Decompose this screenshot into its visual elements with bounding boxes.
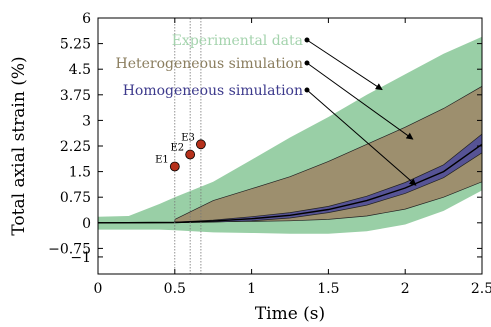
y-tick-label: 3 — [82, 113, 91, 129]
event-marker-e1 — [169, 161, 180, 172]
legend-dot-experimental-data — [304, 37, 310, 43]
x-tick-label: 0 — [94, 281, 103, 297]
x-tick-label: 1.5 — [317, 281, 339, 297]
legend-dot-heterogeneous-simulation — [304, 60, 310, 66]
y-tick-label: 0.75 — [60, 190, 91, 206]
x-tick-label: 2 — [401, 281, 410, 297]
legend-label-homogeneous-simulation: Homogeneous simulation — [123, 83, 303, 99]
y-tick-label: 2.25 — [60, 139, 91, 155]
event-label-e2: E2 — [170, 143, 184, 154]
legend-dot-homogeneous-simulation — [304, 87, 310, 93]
legend-arrow-homogeneous-simulation — [306, 89, 417, 186]
y-tick-label: 4.5 — [69, 62, 91, 78]
y-tick-label: 3.75 — [60, 88, 91, 104]
y-tick-label: 6 — [82, 11, 91, 27]
lines-layer — [98, 18, 482, 274]
event-label-e3: E3 — [181, 132, 195, 143]
legend-label-experimental-data: Experimental data — [172, 33, 303, 49]
event-marker-e3 — [196, 139, 206, 150]
y-tick-label: 0 — [82, 216, 91, 232]
baseline-curve — [98, 143, 482, 224]
y-tick-label: −1 — [70, 250, 91, 266]
y-tick-label: 5.25 — [60, 37, 91, 53]
legend-arrow-experimental-data — [306, 39, 383, 91]
x-tick-label: 0.5 — [164, 281, 186, 297]
y-axis-title: Total axial strain (%) — [9, 56, 29, 235]
event-label-e1: E1 — [155, 154, 169, 165]
y-tick-label: 1.5 — [69, 165, 91, 181]
legend-arrow-heterogeneous-simulation — [306, 62, 414, 140]
axes-layer: −1−0.75 0 0.75 1.5 2.25 3 3.75 4.5 5.25 6 0 0.5 1 1.5… — [48, 11, 491, 297]
y-tick-label: −0.75 — [48, 241, 91, 257]
band-homogeneous-simulation — [98, 133, 482, 224]
x-tick-label: 2.5 — [471, 281, 491, 297]
legend: Experimental data Heterogeneous simulatio… — [116, 33, 417, 186]
legend-label-heterogeneous-simulation: Heterogeneous simulation — [116, 56, 303, 72]
x-axis-title: Time (s) — [255, 304, 325, 324]
x-tick-label: 1 — [247, 281, 256, 297]
event-marker-e2 — [185, 149, 196, 160]
